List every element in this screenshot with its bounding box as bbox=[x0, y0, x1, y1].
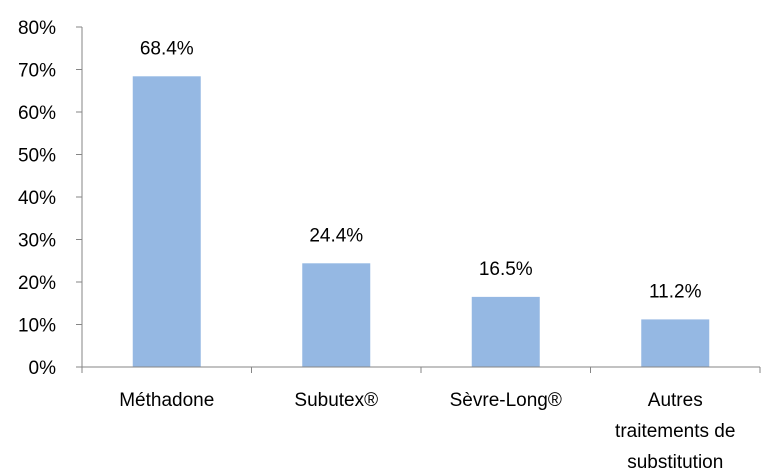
data-label: 11.2% bbox=[649, 281, 702, 302]
y-tick-label: 60% bbox=[18, 103, 56, 124]
category-label: Autres bbox=[648, 390, 703, 411]
category-label: substitution bbox=[627, 452, 723, 472]
y-tick-label: 40% bbox=[18, 188, 56, 209]
x-axis-ticks bbox=[81, 367, 761, 373]
bar bbox=[641, 319, 710, 367]
y-tick-label: 10% bbox=[18, 316, 56, 337]
y-tick-label: 0% bbox=[29, 358, 57, 379]
category-label: Méthadone bbox=[119, 390, 214, 411]
y-tick-label: 70% bbox=[18, 61, 56, 82]
bars bbox=[132, 76, 710, 368]
y-axis-ticks: 0% 10% 20% 30% 40% 50% 60% 70% 80% bbox=[18, 18, 82, 379]
bar bbox=[471, 296, 540, 367]
category-label: Subutex® bbox=[294, 390, 378, 411]
y-tick-label: 80% bbox=[18, 18, 56, 39]
y-tick-label: 30% bbox=[18, 231, 56, 252]
category-label: traitements de bbox=[615, 421, 735, 442]
data-labels: 68.4% 24.4% 16.5% 11.2% bbox=[140, 38, 702, 302]
bar bbox=[132, 76, 201, 368]
data-label: 68.4% bbox=[140, 38, 194, 59]
data-label: 24.4% bbox=[309, 225, 363, 246]
y-tick-label: 20% bbox=[18, 273, 56, 294]
y-tick-label: 50% bbox=[18, 146, 56, 167]
category-label: Sèvre-Long® bbox=[450, 390, 562, 411]
bar bbox=[302, 263, 371, 367]
category-labels: Méthadone Subutex® Sèvre-Long® Autres traite… bbox=[119, 390, 735, 472]
data-label: 16.5% bbox=[479, 259, 533, 280]
